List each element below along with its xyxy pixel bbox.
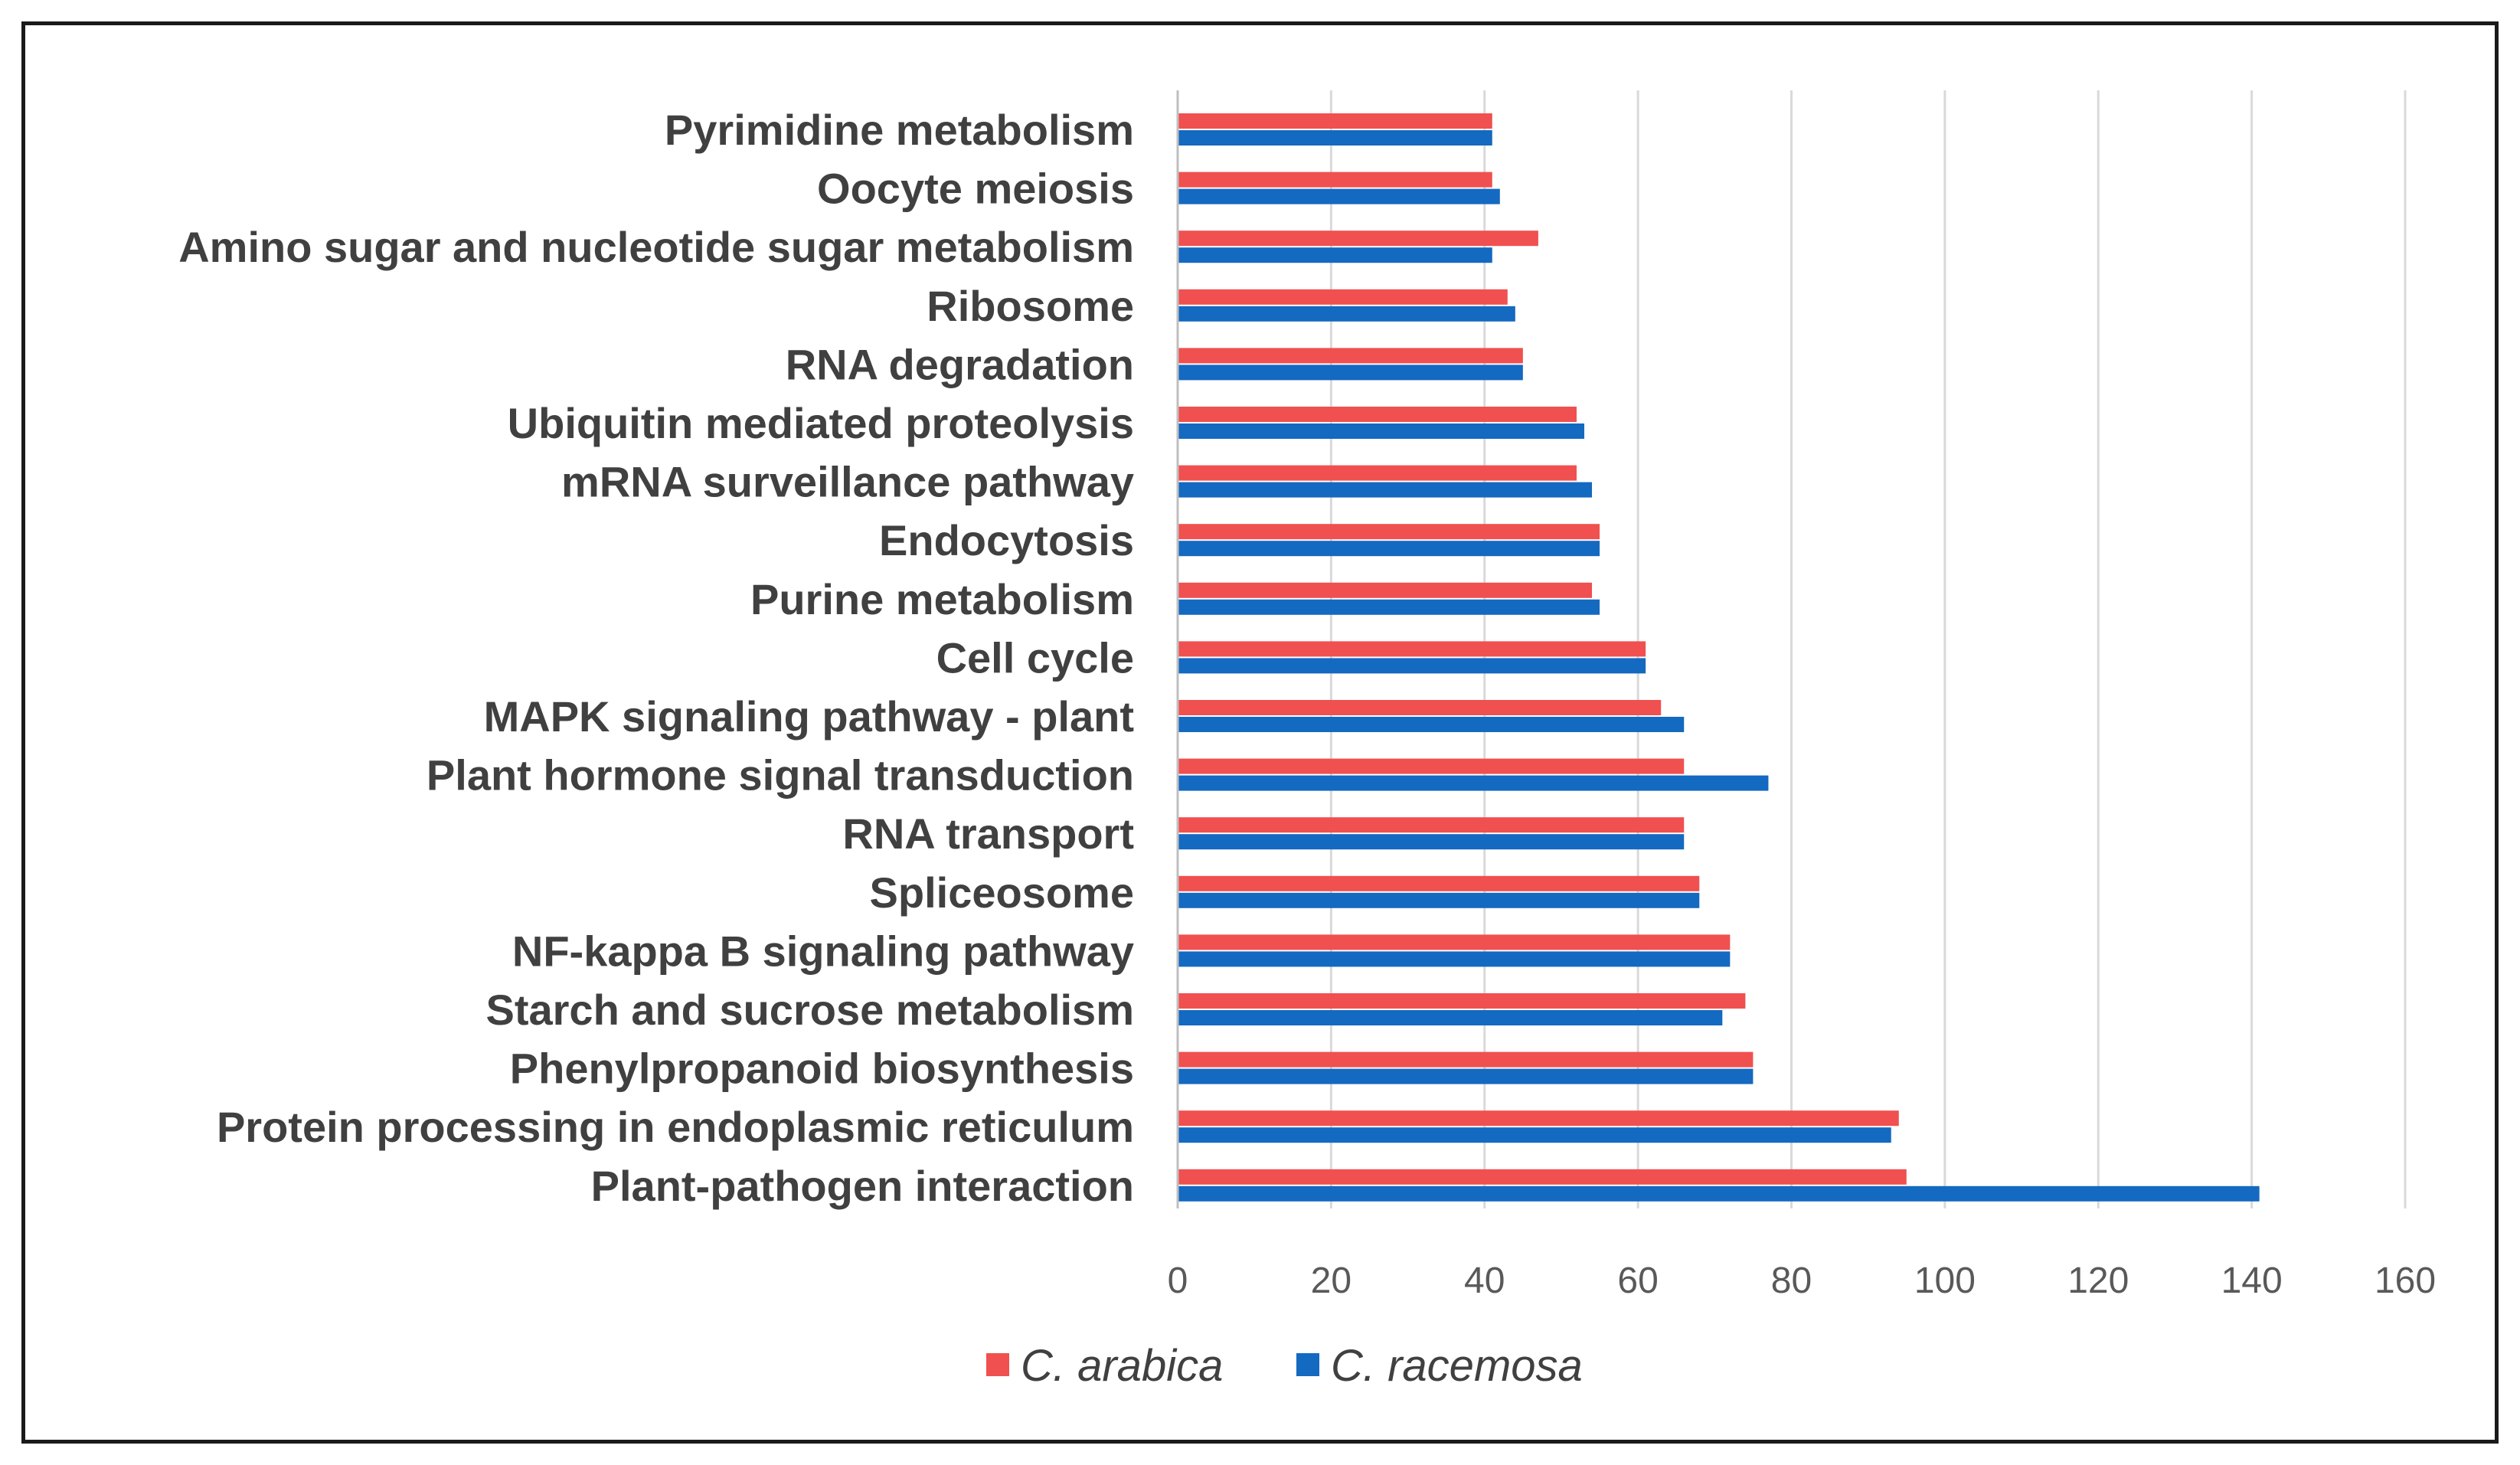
bar-c-racemosa: [1178, 541, 1600, 557]
bar-c-racemosa: [1178, 599, 1600, 615]
bars: [1178, 113, 2260, 1202]
x-tick-label: 160: [2375, 1261, 2436, 1301]
category-label: mRNA surveillance pathway: [561, 458, 1134, 506]
category-label: NF-kappa B signaling pathway: [512, 927, 1134, 975]
bar-c-arabica: [1178, 993, 1746, 1009]
legend-label: C. arabica: [1021, 1341, 1223, 1391]
category-label: Endocytosis: [879, 516, 1134, 564]
category-label: Spliceosome: [870, 868, 1134, 917]
bar-chart: Pyrimidine metabolism Oocyte meiosis Amino…: [178, 90, 2436, 1391]
category-label: Plant hormone signal transduction: [427, 751, 1134, 800]
x-tick-label: 20: [1311, 1261, 1352, 1301]
category-label: Phenylpropanoid biosynthesis: [510, 1045, 1134, 1093]
x-tick-label: 100: [1914, 1261, 1976, 1301]
bar-c-arabica: [1178, 758, 1685, 774]
bar-c-arabica: [1178, 524, 1600, 540]
bar-c-racemosa: [1178, 365, 1523, 381]
bar-c-racemosa: [1178, 423, 1584, 439]
bar-c-arabica: [1178, 582, 1593, 598]
bar-c-racemosa: [1178, 1127, 1891, 1143]
bar-c-arabica: [1178, 1051, 1754, 1068]
legend: C. arabica C. racemosa: [986, 1341, 1583, 1391]
bar-c-racemosa: [1178, 1185, 2260, 1202]
bar-c-racemosa: [1178, 188, 1500, 204]
category-label: Ribosome: [927, 282, 1134, 330]
category-label: Starch and sucrose metabolism: [485, 986, 1134, 1034]
bar-c-racemosa: [1178, 717, 1685, 732]
bar-c-racemosa: [1178, 775, 1769, 791]
bar-c-racemosa: [1178, 130, 1492, 146]
figure-frame: Pyrimidine metabolism Oocyte meiosis Amino…: [21, 21, 2499, 1444]
bar-c-racemosa: [1178, 892, 1700, 908]
category-label: RNA transport: [842, 809, 1134, 858]
bar-c-racemosa: [1178, 482, 1593, 498]
bar-c-arabica: [1178, 1110, 1899, 1127]
bar-c-arabica: [1178, 700, 1662, 715]
bar-c-racemosa: [1178, 1010, 1723, 1025]
bar-c-arabica: [1178, 1169, 1907, 1185]
category-label: Ubiquitin mediated proteolysis: [508, 399, 1134, 447]
bar-c-arabica: [1178, 407, 1577, 422]
x-tick-labels: 0 20 40 60 80 100 120 140 160: [1168, 1261, 2436, 1301]
bar-c-arabica: [1178, 934, 1731, 950]
bar-c-arabica: [1178, 875, 1700, 891]
legend-label: C. racemosa: [1331, 1341, 1583, 1391]
x-tick-label: 80: [1771, 1261, 1812, 1301]
x-tick-label: 120: [2067, 1261, 2129, 1301]
bar-c-arabica: [1178, 465, 1577, 481]
x-tick-label: 0: [1168, 1261, 1188, 1301]
legend-swatch: [986, 1353, 1009, 1376]
category-label: Pyrimidine metabolism: [665, 106, 1134, 154]
category-label: Amino sugar and nucleotide sugar metabol…: [178, 223, 1134, 271]
x-tick-label: 60: [1617, 1261, 1658, 1301]
legend-swatch: [1296, 1353, 1319, 1376]
category-label: Oocyte meiosis: [817, 165, 1134, 213]
x-tick-label: 140: [2221, 1261, 2283, 1301]
bar-c-racemosa: [1178, 951, 1731, 967]
category-label: MAPK signaling pathway - plant: [484, 692, 1134, 741]
category-labels: Pyrimidine metabolism Oocyte meiosis Amino…: [178, 106, 1134, 1210]
bar-c-racemosa: [1178, 1068, 1754, 1084]
bar-c-arabica: [1178, 641, 1646, 657]
bar-c-racemosa: [1178, 247, 1492, 263]
bar-c-racemosa: [1178, 658, 1646, 674]
category-label: Cell cycle: [936, 633, 1134, 682]
x-tick-label: 40: [1464, 1261, 1505, 1301]
category-label: RNA degradation: [786, 340, 1134, 388]
category-label: Protein processing in endoplasmic reticu…: [217, 1103, 1134, 1151]
category-label: Plant-pathogen interaction: [591, 1162, 1134, 1210]
bar-c-arabica: [1178, 289, 1508, 305]
bar-c-arabica: [1178, 172, 1492, 188]
bar-c-arabica: [1178, 348, 1523, 364]
bar-c-racemosa: [1178, 306, 1515, 322]
bar-c-racemosa: [1178, 834, 1685, 850]
bar-c-arabica: [1178, 113, 1492, 129]
bar-c-arabica: [1178, 817, 1685, 833]
category-label: Purine metabolism: [750, 575, 1134, 623]
bar-c-arabica: [1178, 231, 1538, 247]
